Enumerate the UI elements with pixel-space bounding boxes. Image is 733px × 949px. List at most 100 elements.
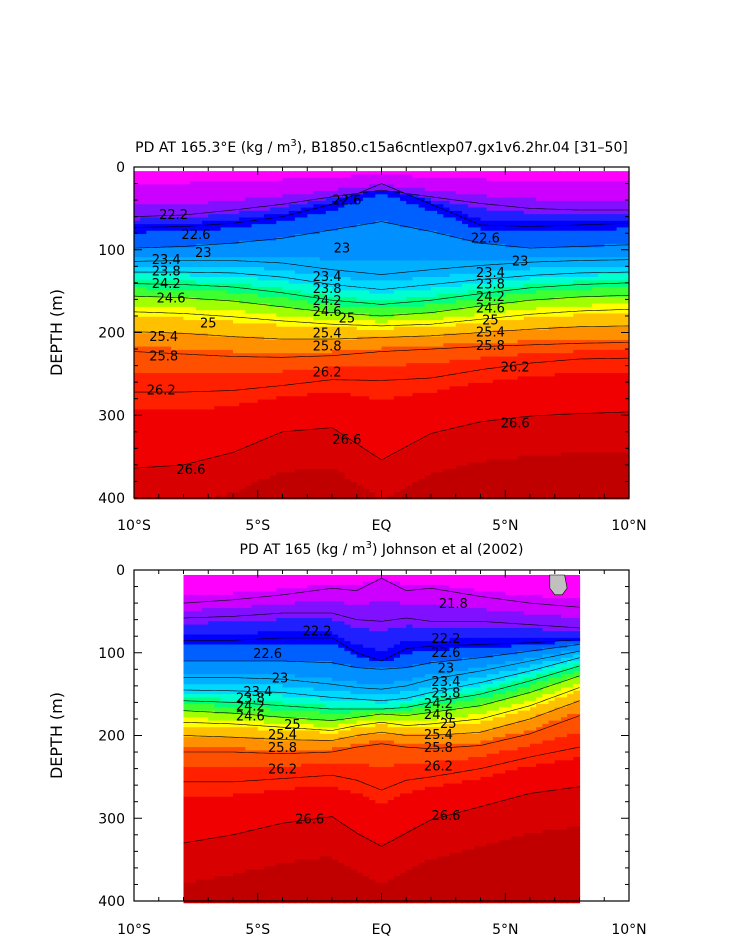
field-cell — [362, 247, 370, 252]
field-cell — [146, 277, 154, 281]
field-cell — [239, 177, 246, 182]
field-cell — [319, 389, 327, 394]
field-cell — [307, 293, 315, 298]
field-cell — [134, 396, 141, 401]
field-cell — [282, 369, 290, 374]
field-cell — [350, 435, 358, 440]
field-cell — [319, 409, 327, 414]
field-cell — [195, 455, 203, 460]
field-cell — [288, 194, 296, 199]
field-cell — [257, 326, 265, 331]
field-cell — [393, 488, 401, 493]
field-cell — [177, 416, 185, 420]
field-cell — [356, 455, 364, 460]
field-cell — [270, 386, 277, 391]
field-cell — [319, 194, 327, 199]
field-cell — [338, 369, 345, 374]
field-cell — [158, 224, 166, 229]
field-cell — [195, 465, 203, 470]
field-cell — [245, 369, 253, 374]
field-cell — [233, 300, 240, 305]
field-cell — [164, 465, 172, 470]
field-cell — [301, 207, 308, 212]
field-cell — [257, 343, 265, 348]
field-cell — [202, 230, 209, 235]
field-cell — [301, 330, 308, 334]
field-cell — [270, 227, 277, 232]
field-cell — [189, 177, 197, 182]
field-cell — [332, 472, 339, 477]
field-cell — [325, 263, 333, 268]
field-cell — [294, 419, 302, 424]
field-cell — [263, 174, 271, 179]
field-cell — [412, 253, 420, 258]
field-cell — [263, 442, 271, 447]
field-cell — [257, 402, 265, 407]
field-cell — [424, 243, 432, 248]
field-cell — [375, 224, 383, 229]
field-cell — [288, 353, 296, 358]
field-cell — [152, 283, 160, 288]
field-cell — [412, 482, 420, 487]
field-cell — [177, 412, 185, 417]
field-cell — [294, 432, 302, 437]
field-cell — [313, 343, 321, 348]
field-cell — [431, 482, 438, 487]
field-cell — [332, 171, 339, 176]
field-cell — [251, 472, 259, 477]
field-cell — [257, 184, 265, 189]
field-cell — [226, 363, 234, 368]
field-cell — [146, 171, 154, 176]
field-cell — [387, 429, 395, 434]
field-cell — [350, 366, 358, 371]
field-cell — [202, 409, 209, 414]
field-cell — [208, 392, 216, 397]
field-cell — [313, 492, 321, 497]
field-cell — [202, 177, 209, 182]
field-cell — [270, 300, 277, 305]
field-cell — [214, 177, 222, 182]
field-cell — [177, 210, 185, 215]
field-cell — [301, 300, 308, 305]
field-cell — [183, 455, 191, 460]
field-cell — [325, 376, 333, 381]
field-cell — [406, 303, 414, 308]
field-cell — [146, 442, 154, 447]
field-cell — [239, 482, 246, 487]
field-cell — [301, 369, 308, 374]
field-cell — [158, 396, 166, 401]
field-cell — [319, 184, 327, 189]
field-cell — [220, 482, 228, 487]
field-cell — [251, 488, 259, 493]
field-cell — [307, 392, 315, 397]
field-cell — [332, 230, 339, 235]
field-cell — [146, 323, 154, 328]
field-cell — [332, 191, 339, 195]
field-cell — [270, 181, 277, 185]
field-cell — [177, 366, 185, 371]
field-cell — [140, 402, 147, 407]
field-cell — [233, 376, 240, 381]
field-cell — [400, 472, 407, 477]
field-cell — [332, 273, 339, 278]
field-cell — [263, 240, 271, 245]
field-cell — [387, 200, 395, 205]
field-cell — [245, 482, 253, 487]
field-cell — [202, 323, 209, 328]
field-cell — [226, 402, 234, 407]
field-cell — [152, 207, 160, 212]
field-cell — [202, 296, 209, 301]
field-cell — [424, 187, 432, 192]
field-cell — [158, 422, 166, 427]
field-cell — [332, 492, 339, 497]
field-cell — [140, 379, 147, 384]
field-cell — [338, 469, 345, 473]
field-cell — [251, 402, 259, 407]
field-cell — [208, 336, 216, 341]
field-cell — [350, 296, 358, 301]
field-cell — [412, 227, 420, 232]
field-cell — [412, 469, 420, 473]
field-cell — [344, 343, 352, 348]
field-cell — [319, 290, 327, 295]
field-cell — [418, 359, 426, 364]
